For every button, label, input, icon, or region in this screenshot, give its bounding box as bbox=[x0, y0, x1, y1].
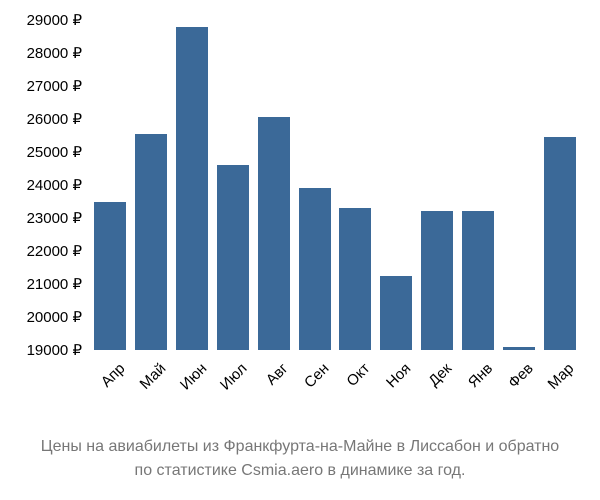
x-tick-label: Окт bbox=[344, 360, 374, 390]
x-tick-label: Май bbox=[136, 360, 169, 393]
x-tick-label: Фев bbox=[505, 360, 537, 392]
x-tick-label: Апр bbox=[98, 360, 129, 391]
bar bbox=[339, 208, 371, 350]
y-tick-label: 29000 ₽ bbox=[27, 11, 82, 29]
bar bbox=[135, 134, 167, 350]
y-tick-label: 20000 ₽ bbox=[27, 308, 82, 326]
y-axis: 19000 ₽20000 ₽21000 ₽22000 ₽23000 ₽24000… bbox=[0, 20, 88, 350]
caption-line-2: по статистике Csmia.aero в динамике за г… bbox=[0, 462, 600, 480]
y-tick-label: 21000 ₽ bbox=[27, 275, 82, 293]
x-tick-label: Июл bbox=[217, 360, 251, 394]
y-tick-label: 23000 ₽ bbox=[27, 209, 82, 227]
x-tick-label: Ноя bbox=[383, 360, 414, 391]
y-tick-label: 24000 ₽ bbox=[27, 176, 82, 194]
bar bbox=[217, 165, 249, 350]
bar bbox=[176, 27, 208, 350]
bar bbox=[299, 188, 331, 350]
bar bbox=[503, 347, 535, 350]
bar bbox=[94, 202, 126, 351]
x-tick-label: Июн bbox=[177, 360, 210, 393]
y-tick-label: 26000 ₽ bbox=[27, 110, 82, 128]
y-tick-label: 19000 ₽ bbox=[27, 341, 82, 359]
bar bbox=[258, 117, 290, 350]
caption-line-1: Цены на авиабилеты из Франкфурта-на-Майн… bbox=[0, 438, 600, 456]
bar bbox=[544, 137, 576, 350]
x-tick-label: Сен bbox=[301, 360, 332, 391]
bars bbox=[90, 20, 580, 350]
y-tick-label: 28000 ₽ bbox=[27, 44, 82, 62]
x-axis: АпрМайИюнИюл Авг Сен Окт Ноя Дек Янв ФевМар bbox=[90, 354, 580, 424]
y-tick-label: 27000 ₽ bbox=[27, 77, 82, 95]
bar bbox=[380, 276, 412, 350]
y-tick-label: 25000 ₽ bbox=[27, 143, 82, 161]
bar bbox=[462, 211, 494, 350]
x-tick-label: Янв bbox=[465, 360, 496, 391]
bar bbox=[421, 211, 453, 350]
price-chart: 19000 ₽ 20000 ₽ 21000 ₽ 22000 ₽ 23000 ₽ 24000… bbox=[0, 0, 600, 500]
x-tick-label: Авг bbox=[263, 360, 292, 389]
x-tick-label: Мар bbox=[545, 360, 578, 393]
plot-area bbox=[90, 20, 580, 350]
y-tick-label: 22000 ₽ bbox=[27, 242, 82, 260]
x-tick-label: Дек bbox=[425, 360, 455, 390]
